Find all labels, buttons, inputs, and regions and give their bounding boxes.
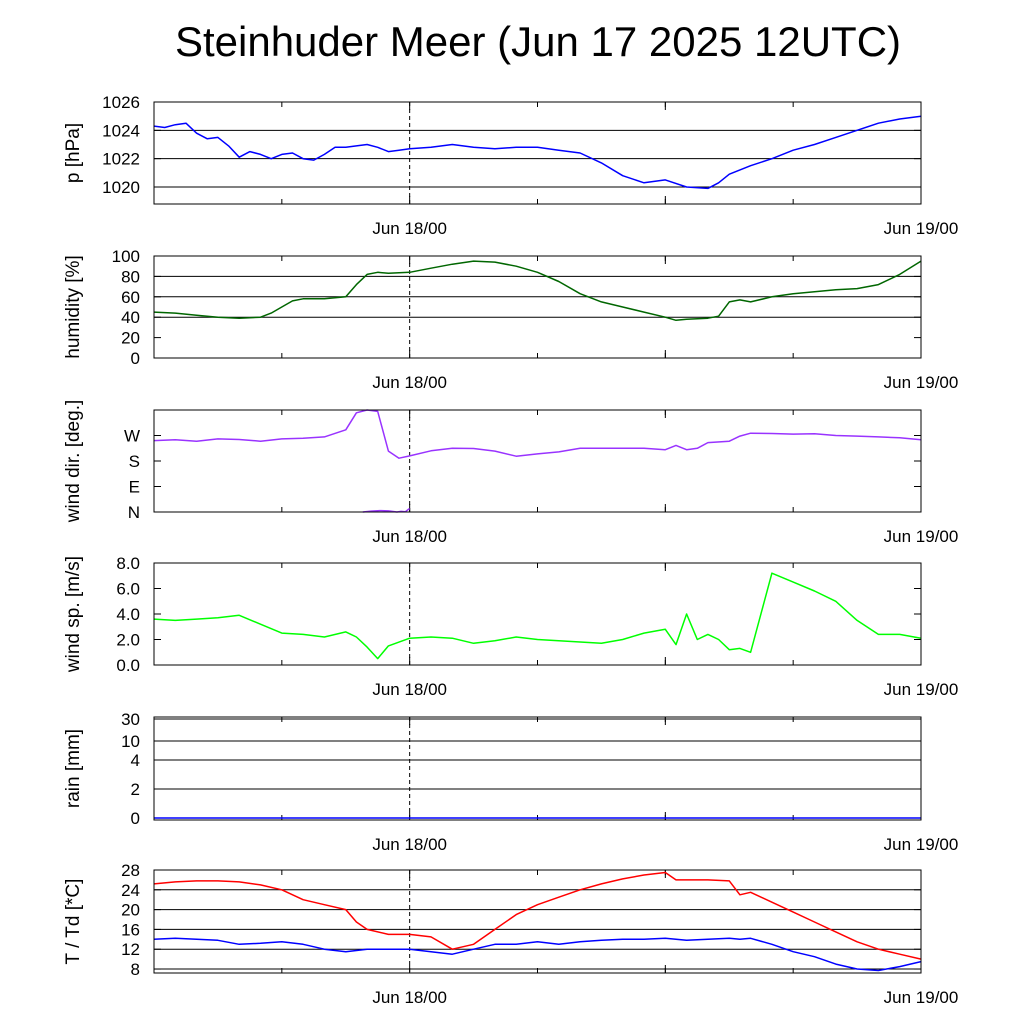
x-tick-label: Jun 18/00: [372, 219, 447, 238]
y-axis-label: p [hPa]: [63, 123, 84, 183]
series-line: [153, 409, 922, 459]
y-tick-label: 0: [131, 349, 140, 368]
x-tick-label: Jun 19/00: [884, 680, 959, 699]
series-line: [153, 572, 922, 660]
series-line: [153, 115, 922, 190]
x-tick-label: Jun 19/00: [884, 988, 959, 1007]
y-tick-label: 20: [121, 901, 140, 920]
y-tick-label: N: [128, 503, 140, 522]
x-tick-label: Jun 18/00: [372, 988, 447, 1007]
y-tick-label: 30: [121, 710, 140, 729]
y-tick-label: 100: [112, 247, 140, 266]
y-tick-label: 1024: [102, 121, 140, 140]
series-line: [153, 937, 922, 972]
y-tick-label: 0: [131, 809, 140, 828]
y-tick-label: 2: [131, 780, 140, 799]
y-tick-label: 2.0: [116, 631, 140, 650]
chart-title: Steinhuder Meer (Jun 17 2025 12UTC): [174, 18, 902, 65]
y-tick-label: 6.0: [116, 580, 140, 599]
plot-frame: [153, 562, 922, 666]
y-tick-label: 16: [121, 920, 140, 939]
x-tick-label: Jun 19/00: [884, 527, 959, 546]
y-axis-label: humidity [%]: [63, 255, 84, 358]
y-tick-label: S: [129, 452, 140, 471]
x-tick-label: Jun 18/00: [372, 835, 447, 854]
x-tick-label: Jun 18/00: [372, 680, 447, 699]
plot-frame: [153, 255, 922, 359]
y-tick-label: 1020: [102, 178, 140, 197]
y-axis-label: wind dir. [deg.]: [63, 400, 84, 524]
x-tick-label: Jun 19/00: [884, 219, 959, 238]
plot-frame: [153, 409, 922, 513]
y-tick-label: 1026: [102, 93, 140, 112]
x-tick-label: Jun 18/00: [372, 373, 447, 392]
series-line: [153, 871, 922, 960]
y-tick-label: 10: [121, 732, 140, 751]
y-tick-label: 24: [121, 881, 140, 900]
panel-wind-speed: 0.0 2.0 4.0 6.0 8.0 wind sp. [m/s] Jun 18/00 Ju…: [63, 554, 958, 699]
y-tick-label: E: [129, 478, 140, 497]
panel-rain: 0 2 410 30 rain [mm] Jun 18/00 Jun 19/00: [63, 710, 958, 854]
y-axis-label: rain [mm]: [63, 729, 84, 808]
y-tick-label: 12: [121, 940, 140, 959]
y-tick-label: 80: [121, 267, 140, 286]
y-tick-label: 40: [121, 308, 140, 327]
x-tick-label: Jun 19/00: [884, 373, 959, 392]
y-tick-label: W: [124, 427, 140, 446]
y-tick-label: 1022: [102, 150, 140, 169]
series-line: [153, 260, 922, 322]
y-axis-label: wind sp. [m/s]: [63, 556, 84, 673]
y-axis-label: T / Td [*C]: [63, 879, 84, 965]
y-tick-label: 28: [121, 861, 140, 880]
panel-pressure: 1020 1022 1024 1026 p [hPa] Jun 18/00 Jun 19/0…: [63, 93, 958, 238]
y-tick-label: 60: [121, 288, 140, 307]
y-tick-label: 8: [131, 960, 140, 979]
y-tick-label: 20: [121, 329, 140, 348]
plot-frame: [153, 869, 922, 974]
y-tick-label: 4: [131, 751, 140, 770]
plot-frame: [153, 101, 922, 205]
x-tick-label: Jun 19/00: [884, 835, 959, 854]
y-tick-label: 8.0: [116, 554, 140, 573]
series-line: [362, 507, 411, 513]
y-tick-label: 4.0: [116, 605, 140, 624]
x-tick-label: Jun 18/00: [372, 527, 447, 546]
y-tick-label: 0.0: [116, 656, 140, 675]
plot-frame: [153, 716, 922, 821]
